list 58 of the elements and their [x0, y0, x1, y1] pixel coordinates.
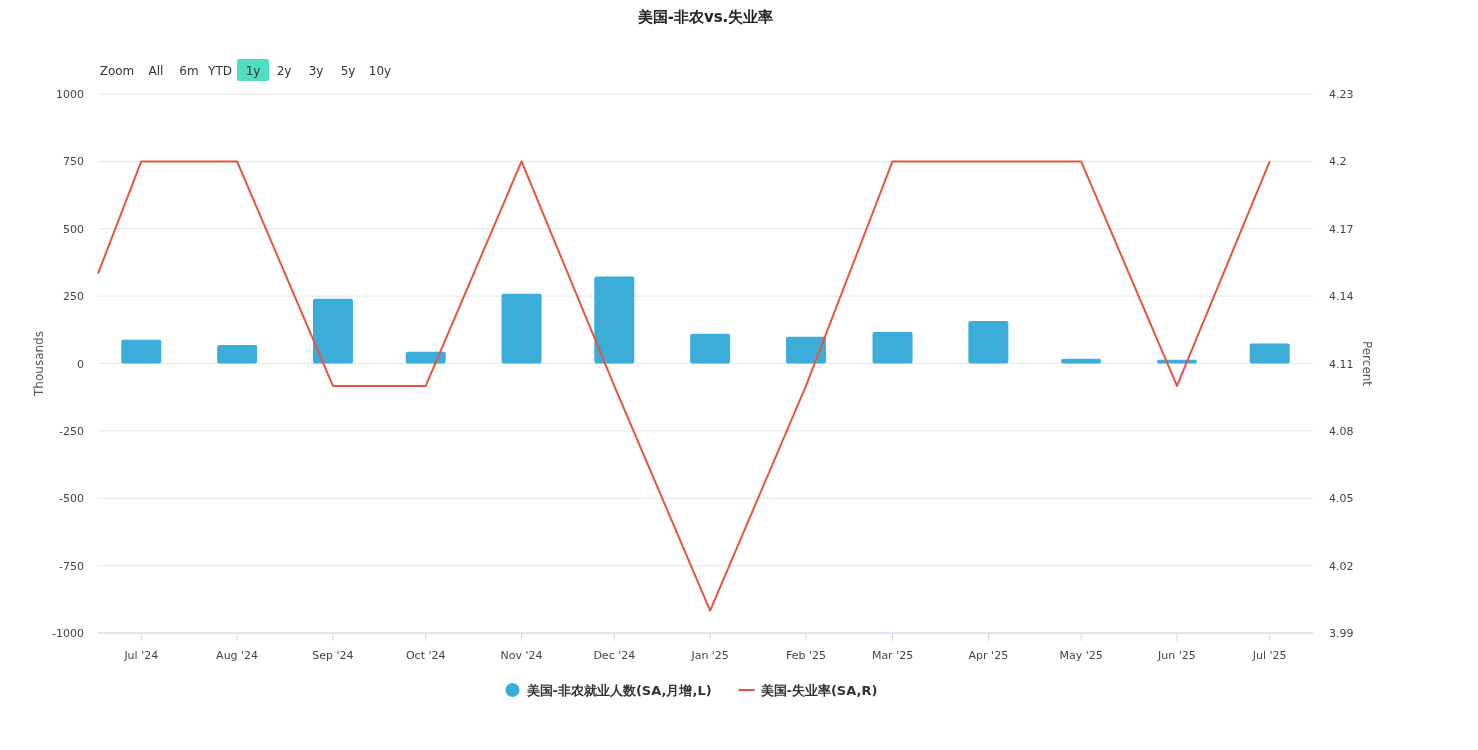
bar	[872, 331, 913, 364]
bar	[594, 276, 635, 364]
bar	[121, 339, 162, 364]
bar	[785, 336, 826, 364]
x-tick-label: Feb '25	[785, 649, 826, 662]
x-tick-label: Aug '24	[216, 649, 259, 662]
bar	[1249, 343, 1290, 364]
y-tick-label: 500	[63, 222, 84, 236]
text: 5y	[340, 64, 356, 78]
y2-tick-label: 4.23	[1329, 88, 1354, 101]
x-tick-label: May '25	[1059, 649, 1103, 662]
x-tick-label: Mar '25	[871, 649, 914, 662]
bar	[1061, 358, 1102, 364]
x-tick-label: Nov '24	[500, 649, 543, 662]
y-tick-label: 750	[63, 155, 84, 169]
y2-tick-label: 4.08	[1329, 424, 1354, 438]
bar	[217, 344, 258, 364]
y2-tick-label: 4.14	[1329, 290, 1354, 304]
y-tick-label: -250	[59, 424, 84, 438]
legend-label: 美国-非农就业人数(SA,月增,L)	[525, 683, 712, 698]
bar	[690, 333, 731, 364]
x-tick-label: Sep '24	[312, 649, 354, 662]
y2-tick-label: 3.99	[1329, 627, 1354, 640]
text: 6m	[179, 64, 199, 78]
text: 1y	[245, 64, 261, 78]
bar	[312, 298, 353, 364]
y2-tick-label: 4.11	[1329, 357, 1354, 371]
y-tick-label: -1000	[52, 627, 84, 640]
y-tick-label: -750	[59, 559, 84, 573]
y2-tick-label: 4.05	[1329, 492, 1354, 506]
x-tick-label: Oct '24	[405, 649, 446, 662]
bar	[501, 293, 542, 364]
text: YTD	[207, 64, 232, 78]
text: 3y	[308, 64, 324, 78]
y-tick-label: 0	[77, 357, 84, 371]
x-tick-label: Jun '25	[1157, 649, 1196, 662]
y2-tick-label: 4.2	[1329, 155, 1347, 169]
bar	[968, 320, 1009, 364]
text: All	[148, 64, 164, 78]
y-axis-title: Thousands	[32, 331, 46, 397]
x-tick-label: Apr '25	[968, 649, 1009, 662]
y2-axis-title: Percent	[1360, 340, 1374, 387]
text: 10y	[368, 64, 392, 78]
x-tick-label: Jan '25	[690, 649, 729, 662]
x-tick-label: Jul '25	[1251, 649, 1287, 662]
y-tick-label: -500	[59, 492, 84, 506]
legend-label: 美国-失业率(SA,R)	[759, 683, 878, 698]
text: 2y	[276, 64, 292, 78]
y-tick-label: 1000	[56, 88, 84, 101]
x-tick-label: Dec '24	[593, 649, 636, 662]
text: Zoom	[99, 64, 135, 78]
chart-title: 美国-非农vs.失业率	[636, 8, 774, 26]
y2-tick-label: 4.17	[1329, 222, 1354, 236]
x-tick-label: Jul '24	[123, 649, 159, 662]
line-series	[97, 160, 1271, 612]
bar	[405, 351, 446, 364]
y-tick-label: 250	[63, 290, 84, 304]
y2-tick-label: 4.02	[1329, 559, 1354, 573]
